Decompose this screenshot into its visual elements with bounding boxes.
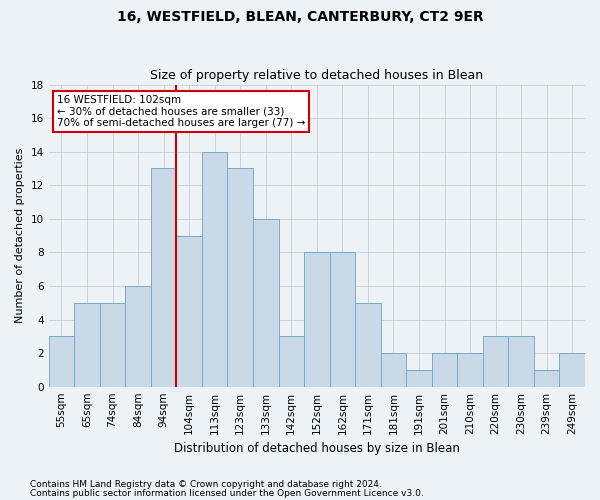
Bar — [74, 303, 100, 386]
Bar — [125, 286, 151, 386]
Bar — [457, 353, 483, 386]
Bar — [406, 370, 432, 386]
Bar — [329, 252, 355, 386]
Text: Contains HM Land Registry data © Crown copyright and database right 2024.: Contains HM Land Registry data © Crown c… — [30, 480, 382, 489]
Bar — [304, 252, 329, 386]
Text: 16 WESTFIELD: 102sqm
← 30% of detached houses are smaller (33)
70% of semi-detac: 16 WESTFIELD: 102sqm ← 30% of detached h… — [57, 95, 305, 128]
Bar — [483, 336, 508, 386]
Title: Size of property relative to detached houses in Blean: Size of property relative to detached ho… — [150, 69, 484, 82]
Text: Contains public sector information licensed under the Open Government Licence v3: Contains public sector information licen… — [30, 488, 424, 498]
Bar — [100, 303, 125, 386]
Bar — [432, 353, 457, 386]
Bar — [151, 168, 176, 386]
Bar — [202, 152, 227, 386]
Y-axis label: Number of detached properties: Number of detached properties — [15, 148, 25, 324]
Bar — [380, 353, 406, 386]
Bar — [355, 303, 380, 386]
Bar — [176, 236, 202, 386]
Bar — [508, 336, 534, 386]
Bar — [534, 370, 559, 386]
Bar — [559, 353, 585, 386]
Bar — [278, 336, 304, 386]
Text: 16, WESTFIELD, BLEAN, CANTERBURY, CT2 9ER: 16, WESTFIELD, BLEAN, CANTERBURY, CT2 9E… — [116, 10, 484, 24]
Bar — [227, 168, 253, 386]
Bar — [253, 219, 278, 386]
Bar — [49, 336, 74, 386]
X-axis label: Distribution of detached houses by size in Blean: Distribution of detached houses by size … — [174, 442, 460, 455]
